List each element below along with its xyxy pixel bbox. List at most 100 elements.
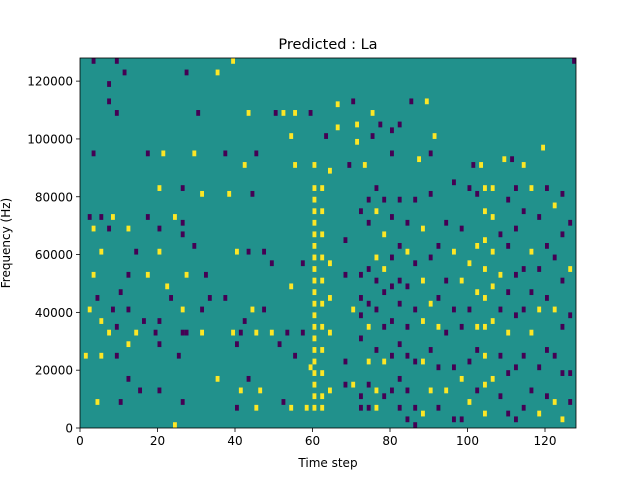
- heatmap-cell: [200, 306, 205, 313]
- heatmap-cell: [490, 375, 495, 382]
- heatmap-cell: [521, 162, 526, 168]
- x-tick-label: 100: [456, 434, 479, 448]
- heatmap-cell: [552, 352, 557, 359]
- heatmap-cell: [545, 295, 549, 301]
- heatmap-cell: [444, 277, 449, 284]
- heatmap-cell: [382, 323, 387, 330]
- heatmap-cell: [490, 318, 495, 324]
- heatmap-cell: [467, 185, 472, 191]
- heatmap-cell: [521, 404, 526, 411]
- heatmap-cell: [366, 196, 371, 203]
- heatmap-cell: [436, 243, 441, 249]
- heatmap-cell: [382, 266, 387, 272]
- heatmap-cell: [552, 399, 557, 405]
- heatmap-cell: [498, 271, 503, 278]
- heatmap-cell: [328, 167, 332, 174]
- heatmap-cell: [343, 271, 348, 278]
- heatmap-cell: [552, 306, 557, 313]
- heatmap-cell: [204, 271, 208, 278]
- heatmap-cell: [312, 208, 317, 215]
- heatmap-cell: [312, 300, 317, 307]
- heatmap-cell: [390, 150, 394, 157]
- heatmap-cell: [444, 329, 449, 336]
- y-axis: 0 20000 40000 60000 80000 100000 120000: [27, 75, 80, 436]
- heatmap-cell: [312, 162, 317, 168]
- heatmap-cell: [254, 329, 259, 336]
- heatmap-cell: [312, 289, 317, 296]
- heatmap-cell: [529, 289, 534, 296]
- heatmap-cell: [312, 243, 317, 249]
- heatmap-cell: [126, 375, 131, 382]
- heatmap-cell: [397, 300, 402, 307]
- heatmap-cell: [173, 214, 177, 220]
- heatmap-cell: [176, 352, 181, 359]
- heatmap-cell: [246, 248, 251, 255]
- heatmap-cell: [107, 81, 112, 87]
- heatmap-cell: [312, 358, 317, 365]
- heatmap-cell: [413, 404, 418, 411]
- heatmap-cell: [366, 381, 371, 388]
- heatmap-cell: [374, 306, 379, 313]
- heatmap-cell: [413, 358, 418, 365]
- heatmap-cell: [545, 393, 549, 400]
- heatmap-cell: [95, 295, 100, 301]
- heatmap-cell: [250, 306, 255, 313]
- heatmap-cell: [242, 162, 247, 168]
- heatmap-cell: [285, 329, 290, 336]
- heatmap-cell: [320, 277, 325, 284]
- heatmap-cell: [490, 214, 495, 220]
- heatmap-cell: [157, 341, 162, 348]
- heatmap-cell: [293, 352, 298, 359]
- heatmap-cell: [320, 231, 325, 238]
- heatmap-cell: [87, 214, 92, 220]
- heatmap-cell: [452, 248, 456, 255]
- heatmap-cell: [506, 370, 511, 376]
- heatmap-cell: [397, 341, 402, 348]
- heatmap-cell: [529, 185, 534, 191]
- heatmap-cell: [545, 347, 549, 353]
- heatmap-cell: [235, 404, 239, 411]
- heatmap-cell: [467, 358, 472, 365]
- heatmap-cell: [537, 410, 542, 417]
- heatmap-cell: [424, 98, 429, 105]
- heatmap-cells: [83, 58, 577, 428]
- heatmap-cell: [91, 225, 96, 232]
- heatmap-cell: [506, 289, 511, 296]
- heatmap-cell: [126, 341, 131, 348]
- heatmap-cell: [572, 58, 577, 64]
- heatmap-cell: [269, 329, 274, 336]
- heatmap-cell: [145, 271, 150, 278]
- heatmap-cell: [180, 231, 185, 238]
- heatmap-cell: [180, 329, 185, 336]
- heatmap-cell: [281, 110, 286, 116]
- y-tick-label: 20000: [35, 364, 73, 378]
- heatmap-cell: [351, 98, 356, 105]
- heatmap-cell: [304, 404, 309, 411]
- heatmap-cell: [390, 283, 394, 290]
- heatmap-cell: [328, 387, 332, 394]
- x-axis: 0 20 40 60 80 100 120: [76, 428, 556, 448]
- heatmap-cell: [374, 208, 379, 215]
- heatmap-cell: [161, 150, 166, 157]
- heatmap-cell: [421, 318, 425, 324]
- heatmap-cell: [366, 323, 371, 330]
- heatmap-cell: [545, 185, 549, 191]
- heatmap-cell: [157, 387, 162, 394]
- heatmap-cell: [537, 306, 542, 313]
- heatmap-cell: [552, 254, 557, 261]
- heatmap-cell: [514, 416, 518, 423]
- heatmap-cell: [475, 289, 480, 296]
- x-tick-label: 20: [150, 434, 165, 448]
- heatmap-cell: [328, 260, 332, 267]
- heatmap-cell: [157, 185, 162, 191]
- heatmap-cell: [421, 358, 425, 365]
- heatmap-cell: [351, 381, 356, 388]
- heatmap-cell: [308, 364, 313, 371]
- heatmap-cell: [521, 306, 526, 313]
- heatmap-cell: [359, 393, 363, 400]
- heatmap-cell: [262, 306, 267, 313]
- heatmap-cell: [483, 323, 487, 330]
- heatmap-cell: [192, 150, 197, 157]
- heatmap-cell: [506, 243, 511, 249]
- heatmap-cell: [347, 162, 352, 168]
